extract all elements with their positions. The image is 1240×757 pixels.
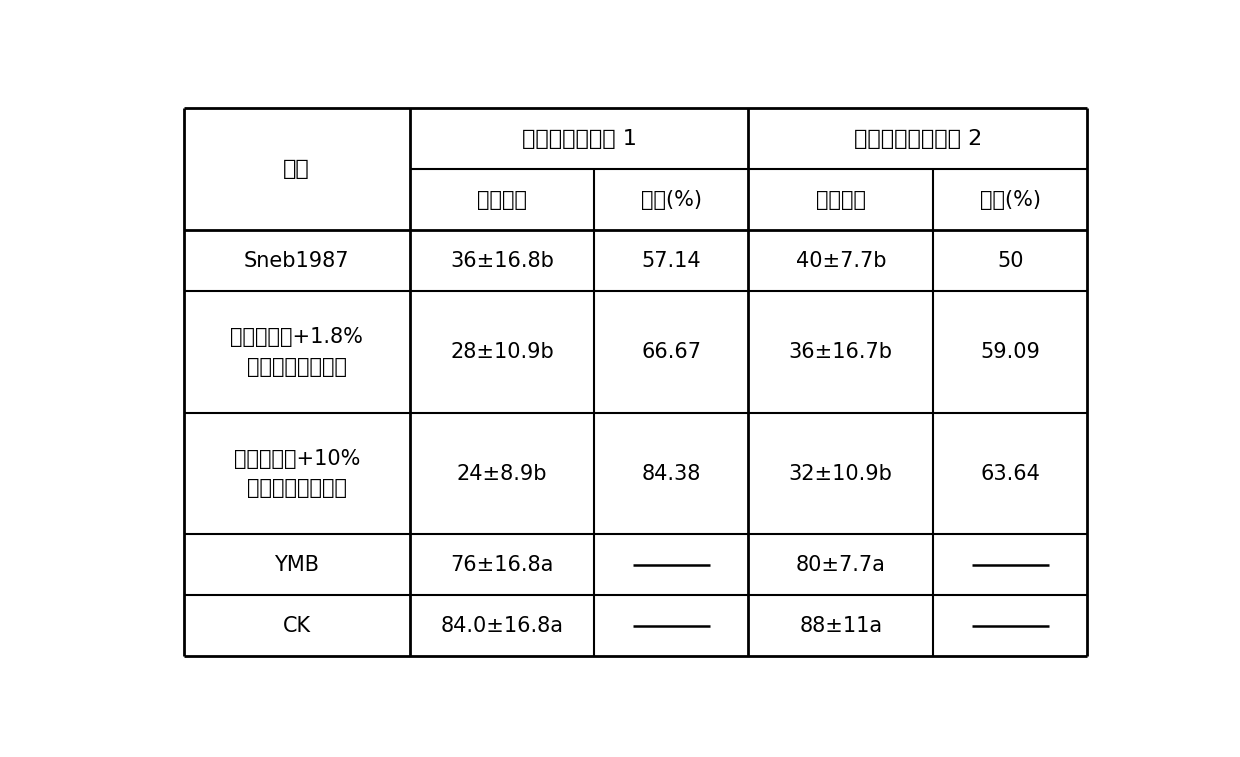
Text: 防效(%): 防效(%)	[980, 190, 1040, 210]
Text: YMB: YMB	[274, 555, 319, 575]
Text: 病情指数: 病情指数	[816, 190, 866, 210]
Text: CK: CK	[283, 615, 311, 636]
Text: 57.14: 57.14	[641, 251, 702, 270]
Text: 76±16.8a: 76±16.8a	[450, 555, 554, 575]
Text: 40±7.7b: 40±7.7b	[796, 251, 887, 270]
Text: 32±10.9b: 32±10.9b	[789, 463, 893, 484]
Text: 66.67: 66.67	[641, 342, 702, 362]
Text: 36±16.8b: 36±16.8b	[450, 251, 554, 270]
Text: 肠杆菌菌剂+10%
噻唑膦颗粒剂混剂: 肠杆菌菌剂+10% 噻唑膦颗粒剂混剂	[233, 449, 360, 498]
Text: 80±7.7a: 80±7.7a	[796, 555, 885, 575]
Text: 病情指数: 病情指数	[477, 190, 527, 210]
Text: 辽宁铁岭县蔡牛乡 2: 辽宁铁岭县蔡牛乡 2	[853, 129, 982, 149]
Text: 84.38: 84.38	[642, 463, 701, 484]
Text: 28±10.9b: 28±10.9b	[450, 342, 554, 362]
Text: 24±8.9b: 24±8.9b	[456, 463, 547, 484]
Text: 88±11a: 88±11a	[800, 615, 883, 636]
Text: Sneb1987: Sneb1987	[244, 251, 350, 270]
Text: 处理: 处理	[284, 159, 310, 179]
Text: 50: 50	[997, 251, 1023, 270]
Text: 59.09: 59.09	[981, 342, 1040, 362]
Text: 辽宁铁岭蔡牛乡 1: 辽宁铁岭蔡牛乡 1	[522, 129, 636, 149]
Text: 84.0±16.8a: 84.0±16.8a	[440, 615, 563, 636]
Text: 36±16.7b: 36±16.7b	[789, 342, 893, 362]
Text: 防效(%): 防效(%)	[641, 190, 702, 210]
Text: 63.64: 63.64	[981, 463, 1040, 484]
Text: 肠杆菌菌剂+1.8%
阿维菌素乳油混剂: 肠杆菌菌剂+1.8% 阿维菌素乳油混剂	[231, 327, 363, 377]
